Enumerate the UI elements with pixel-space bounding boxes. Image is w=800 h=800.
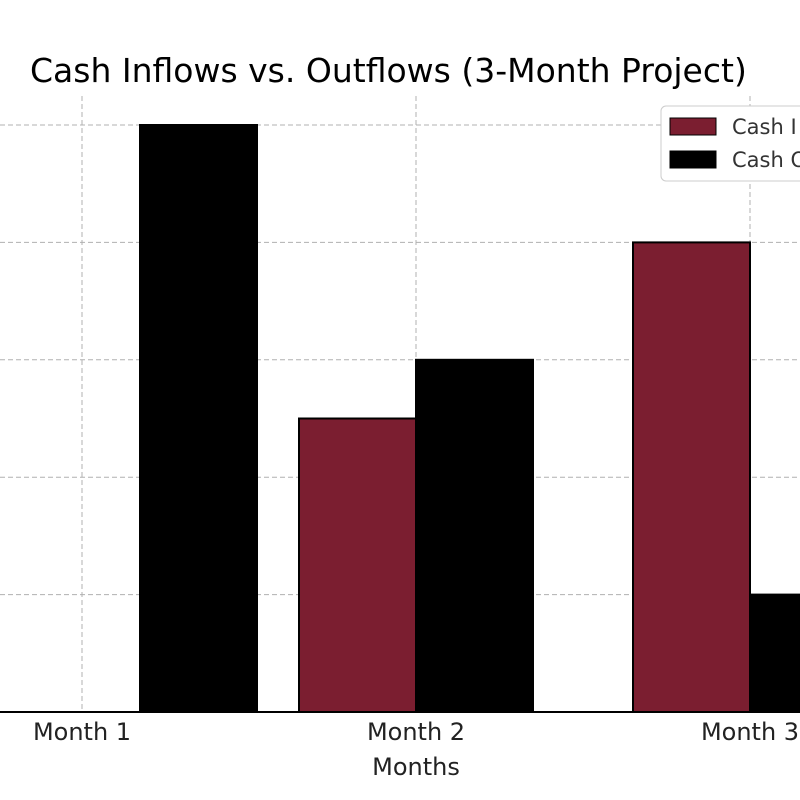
legend-label: Cash O (732, 148, 800, 172)
bar-outflow-month-2 (415, 358, 534, 713)
legend-swatch (669, 117, 717, 136)
bar-outflow-month-3 (749, 593, 800, 713)
x-tick-label: Month 2 (367, 718, 465, 746)
x-tick-label: Month 3 (701, 718, 799, 746)
x-axis-label: Months (372, 753, 460, 781)
chart-title: Cash Inflows vs. Outflows (3-Month Proje… (30, 51, 747, 90)
bar-outflow-month-1 (139, 124, 258, 713)
legend: Cash I Cash O (660, 105, 800, 182)
bar-inflow-month-2 (298, 417, 417, 713)
bar-inflow-month-3 (632, 241, 751, 713)
bars (139, 124, 800, 713)
x-tick-label: Month 1 (33, 718, 131, 746)
x-tick-labels: Month 1 Month 2 Month 3 (33, 718, 799, 746)
legend-label: Cash I (732, 115, 797, 139)
legend-swatch (669, 150, 717, 169)
